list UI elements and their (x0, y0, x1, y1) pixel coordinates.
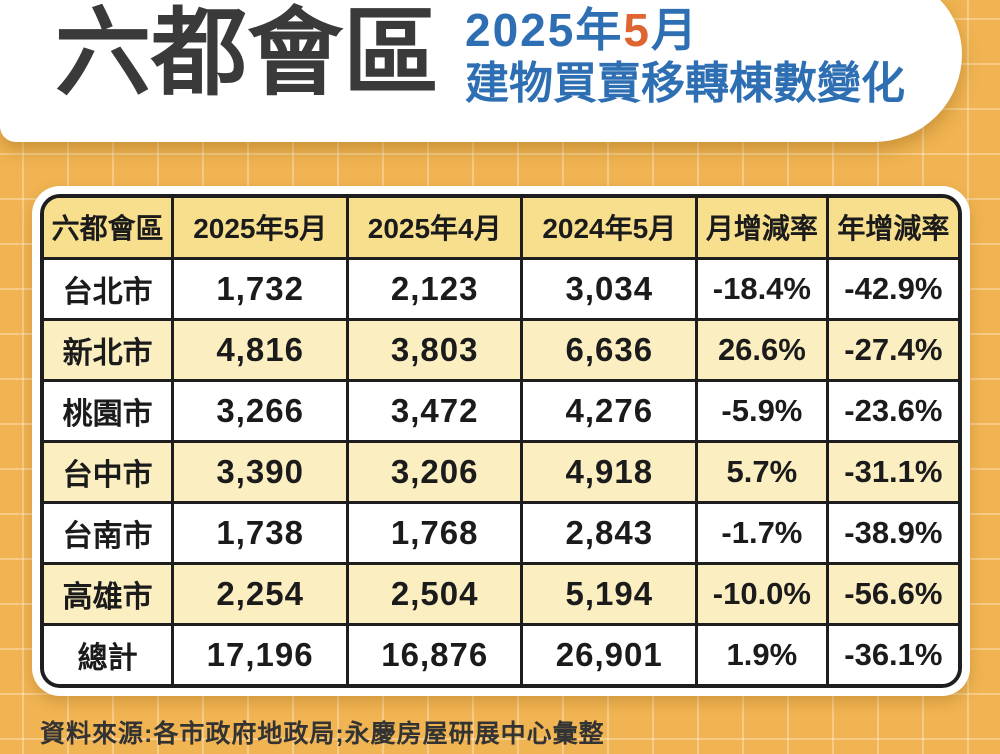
page-title: 六都會區 (55, 0, 439, 107)
col-header-2025-05: 2025年5月 (172, 198, 349, 260)
cell-city: 台中市 (44, 441, 175, 505)
table-row-taipei: 台北市 1,732 2,123 3,034 -18.4% -42.9% (44, 258, 958, 321)
cell-city: 新北市 (44, 319, 175, 382)
col-header-2024-05: 2024年5月 (521, 198, 699, 260)
cell-city: 台南市 (44, 502, 175, 566)
cell-value: 4,816 (172, 319, 349, 382)
cell-value: 6,636 (521, 319, 699, 382)
cell-value: 1,738 (172, 502, 349, 566)
cell-city: 總計 (44, 624, 175, 684)
cell-value: 3,266 (172, 380, 349, 443)
cell-value: 26,901 (521, 624, 699, 684)
table-panel: 六都會區 2025年5月 2025年4月 2024年5月 月增減率 年增減率 台… (32, 186, 970, 696)
col-header-mom: 月增減率 (696, 198, 829, 260)
table-row-taoyuan: 桃園市 3,266 3,472 4,276 -5.9% -23.6% (44, 380, 958, 443)
cell-value: 3,803 (347, 319, 524, 382)
cell-value: 4,276 (521, 380, 699, 443)
cell-mom: 1.9% (696, 624, 829, 684)
cell-city: 高雄市 (44, 563, 175, 627)
cell-yoy: -36.1% (844, 637, 943, 673)
cell-value: 4,918 (521, 441, 699, 505)
col-header-region: 六都會區 (44, 198, 175, 260)
cell-mom: -5.9% (696, 380, 829, 443)
subtitle-year: 2025年 (465, 4, 624, 56)
subtitle-month-unit: 月 (650, 4, 699, 56)
cell-mom: -10.0% (696, 563, 829, 627)
cell-value: 3,472 (347, 380, 524, 443)
cell-value: 1,732 (172, 258, 349, 321)
cell-mom: 5.7% (696, 441, 829, 505)
subtitle-period: 2025年5月 (465, 6, 905, 54)
cell-value: 5,194 (521, 563, 699, 627)
cell-value: 2,254 (172, 563, 349, 627)
cell-value: 3,206 (347, 441, 524, 505)
cell-value: 3,390 (172, 441, 349, 505)
cell-yoy: -56.6% (827, 563, 958, 627)
cell-yoy: -31.1% (827, 441, 958, 505)
table-header-row: 六都會區 2025年5月 2025年4月 2024年5月 月增減率 年增減率 (44, 198, 958, 260)
cell-value: 2,504 (347, 563, 524, 627)
cell-mom: -1.7% (696, 502, 829, 566)
source-note: 資料來源:各市政府地政局;永慶房屋研展中心彙整 (40, 720, 605, 748)
table-row-total: 總計 17,196 16,876 26,901 1.9% -36.1% (44, 624, 958, 684)
subtitle-month-number: 5 (623, 4, 651, 56)
data-table: 六都會區 2025年5月 2025年4月 2024年5月 月增減率 年增減率 台… (44, 198, 958, 684)
header-content: 六都會區 2025年5月 建物買賣移轉棟數變化 (55, 6, 905, 106)
table-row-tainan: 台南市 1,738 1,768 2,843 -1.7% -38.9% (44, 502, 958, 566)
cell-mom: -18.4% (696, 258, 829, 321)
cell-mom: 26.6% (696, 319, 829, 382)
cell-city: 桃園市 (44, 380, 175, 443)
page-subtitle: 2025年5月 建物買賣移轉棟數變化 (465, 6, 905, 106)
table-row-newtaipei: 新北市 4,816 3,803 6,636 26.6% -27.4% (44, 319, 958, 382)
table-frame: 六都會區 2025年5月 2025年4月 2024年5月 月增減率 年增減率 台… (40, 194, 962, 688)
cell-yoy: -23.6% (827, 380, 958, 443)
col-header-2025-04: 2025年4月 (347, 198, 524, 260)
cell-yoy: -42.9% (827, 258, 958, 321)
col-header-yoy: 年增減率 (827, 198, 958, 260)
cell-value: 17,196 (172, 624, 349, 684)
cell-value: 2,843 (521, 502, 699, 566)
cell-yoy: -38.9% (827, 502, 958, 566)
subtitle-description: 建物買賣移轉棟數變化 (465, 59, 905, 109)
cell-yoy: -27.4% (827, 319, 958, 382)
cell-value: 3,034 (521, 258, 699, 321)
cell-value: 2,123 (347, 258, 524, 321)
cell-value: 16,876 (347, 624, 524, 684)
table-row-kaohsiung: 高雄市 2,254 2,504 5,194 -10.0% -56.6% (44, 563, 958, 627)
header-banner: 六都會區 2025年5月 建物買賣移轉棟數變化 (0, 0, 962, 142)
table-row-taichung: 台中市 3,390 3,206 4,918 5.7% -31.1% (44, 441, 958, 505)
cell-value: 1,768 (347, 502, 524, 566)
cell-city: 台北市 (44, 258, 175, 321)
